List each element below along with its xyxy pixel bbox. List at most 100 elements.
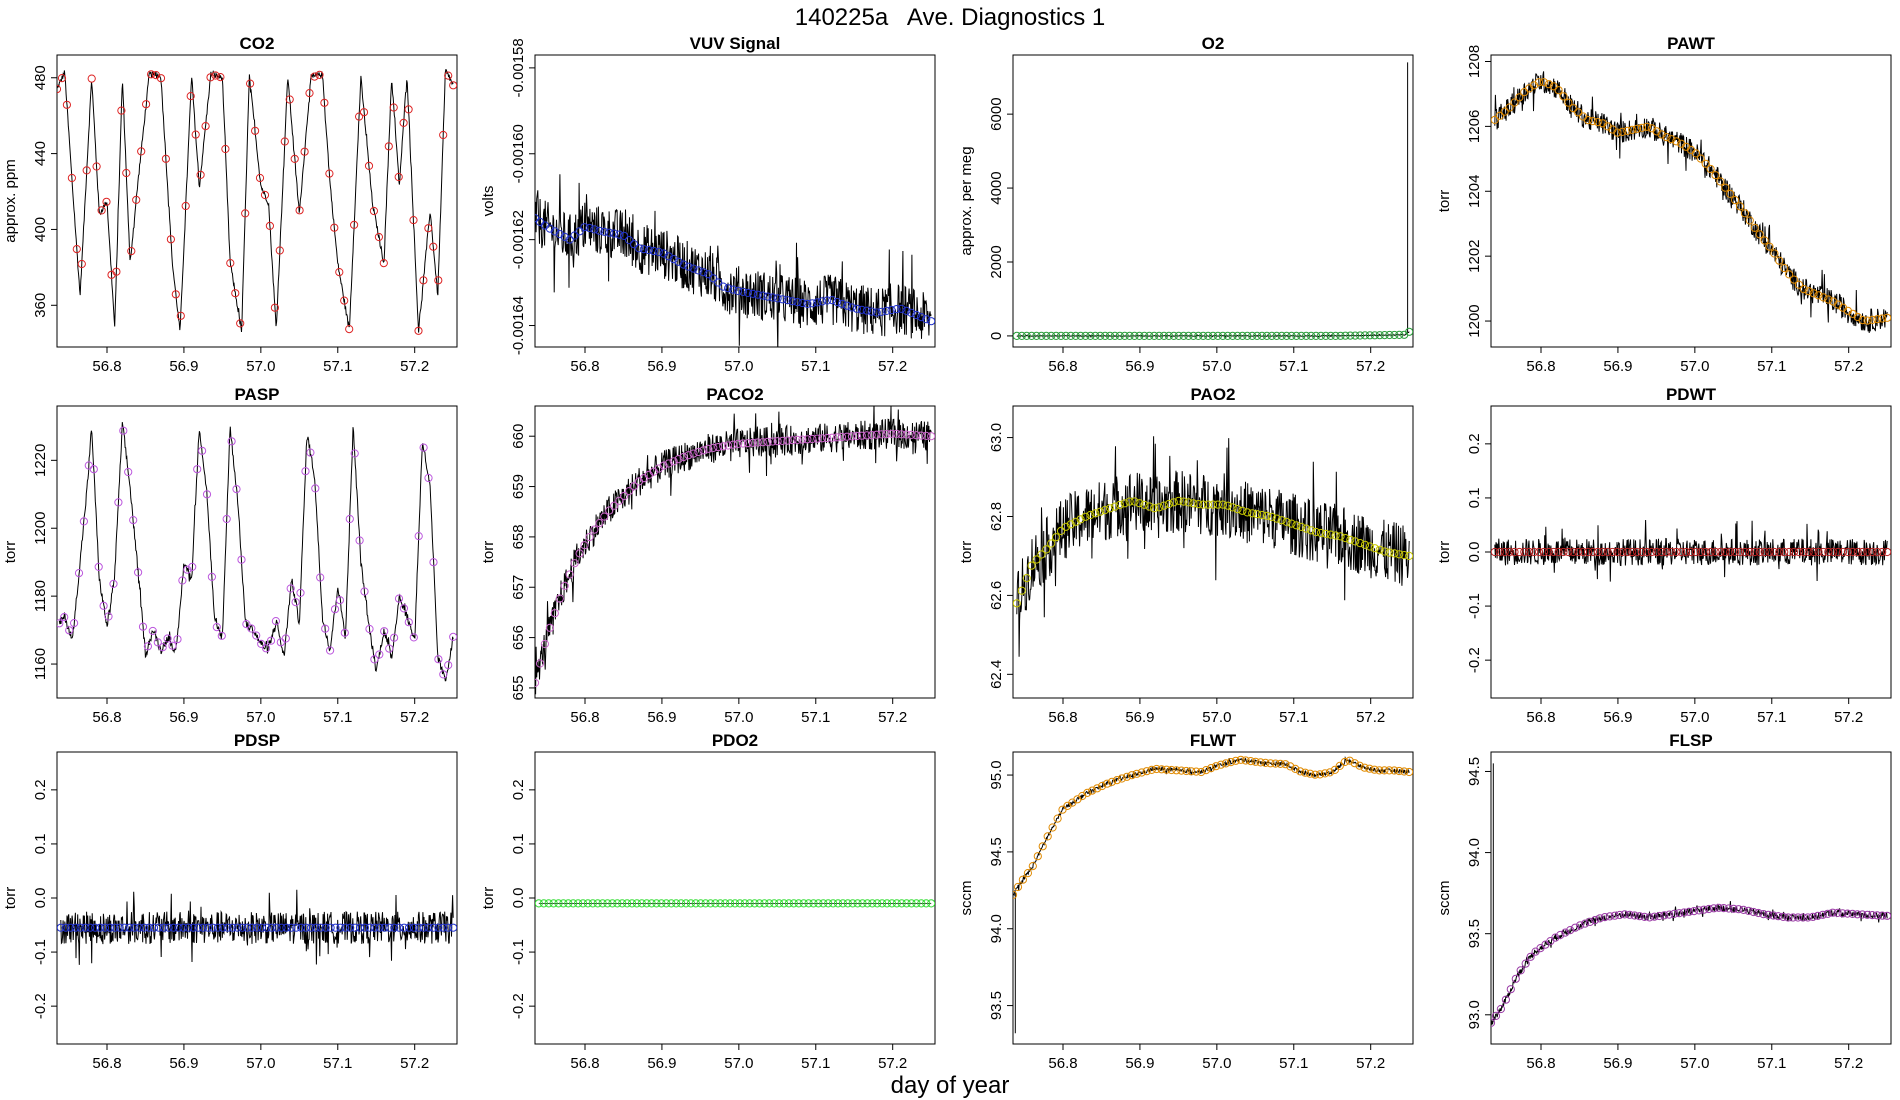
average-point (696, 899, 705, 908)
average-point (1356, 539, 1365, 548)
average-point (1316, 528, 1326, 538)
average-point (758, 438, 767, 447)
average-point (1813, 911, 1822, 921)
average-point (1096, 507, 1105, 516)
average-point (862, 306, 871, 315)
average-point (1140, 331, 1149, 340)
average-point (1083, 788, 1092, 798)
average-point (1266, 759, 1275, 768)
average-point (1197, 767, 1206, 777)
average-point (608, 899, 617, 908)
average-point (813, 434, 822, 443)
average-point (1385, 330, 1394, 340)
average-point (444, 71, 453, 80)
average-point (1650, 912, 1659, 921)
plot-frame (534, 54, 936, 348)
average-point (1576, 921, 1585, 930)
average-point (282, 923, 291, 932)
average-point (1150, 504, 1159, 513)
average-point (1593, 118, 1602, 127)
average-point (549, 899, 558, 908)
x-tick-label: 56.9 (1603, 709, 1632, 726)
average-point (773, 437, 782, 446)
average-point (794, 899, 803, 908)
average-point (311, 923, 320, 932)
average-point (1125, 331, 1134, 340)
average-point (1125, 497, 1134, 506)
average-point (1164, 331, 1174, 340)
average-point (1501, 995, 1511, 1004)
average-point (331, 923, 340, 932)
average-point (1251, 757, 1260, 766)
average-point (1140, 500, 1149, 509)
average-point (1834, 547, 1843, 557)
x-tick-label: 56.8 (92, 1055, 121, 1072)
average-point (1784, 913, 1793, 922)
average-point (1615, 910, 1624, 920)
average-point (1221, 759, 1231, 768)
average-point (1218, 500, 1227, 509)
average-point (1868, 315, 1877, 324)
average-point (1605, 912, 1614, 921)
average-point (1780, 263, 1789, 273)
average-point (1395, 550, 1404, 559)
x-tick-label: 57.2 (1834, 358, 1863, 375)
x-tick-label: 57.1 (1757, 358, 1786, 375)
average-point (1828, 908, 1837, 917)
average-point (1336, 331, 1345, 340)
average-point (1194, 500, 1203, 509)
x-tick-label: 57.2 (400, 358, 429, 375)
average-point (1231, 756, 1240, 765)
average-point (575, 549, 584, 558)
average-point (799, 899, 808, 908)
average-point (1824, 295, 1833, 304)
plot-frame (1490, 751, 1892, 1045)
average-point (1579, 547, 1588, 557)
average-point (897, 304, 906, 313)
average-point (1691, 149, 1701, 158)
panel-title: PDWT (1666, 385, 1717, 404)
average-point (237, 555, 246, 564)
average-point (1150, 331, 1159, 340)
x-tick-label: 57.1 (323, 1055, 352, 1072)
average-point (545, 224, 555, 233)
average-point (1370, 544, 1379, 553)
average-point (138, 622, 148, 631)
average-point (1192, 767, 1201, 776)
average-point (1799, 285, 1808, 294)
x-tick-label: 57.2 (400, 709, 429, 726)
average-point (1390, 330, 1399, 340)
average-point (74, 569, 84, 578)
average-point (315, 70, 324, 80)
average-point (625, 487, 634, 496)
average-point (97, 206, 106, 215)
average-point (1516, 966, 1525, 975)
average-point (285, 95, 294, 104)
average-point (1346, 535, 1355, 544)
average-point (823, 296, 832, 305)
average-point (1744, 906, 1753, 916)
average-point (867, 307, 876, 316)
average-point (1750, 223, 1759, 232)
average-point (290, 154, 299, 163)
average-point (1623, 126, 1632, 135)
average-point (729, 440, 738, 449)
average-point (778, 436, 787, 445)
average-point (748, 289, 758, 298)
average-point (689, 449, 698, 458)
average-point (1204, 331, 1213, 340)
average-point (897, 430, 906, 439)
average-point (560, 232, 569, 241)
average-point (1610, 911, 1619, 920)
average-point (738, 439, 748, 448)
average-point (1248, 509, 1257, 518)
average-point (1873, 911, 1882, 920)
average-point (1662, 133, 1671, 142)
average-point (1670, 909, 1679, 919)
average-point (409, 923, 418, 932)
average-point (775, 899, 784, 908)
average-point (706, 899, 715, 908)
average-point (833, 433, 842, 442)
average-point (1521, 959, 1530, 968)
average-point (1253, 331, 1262, 340)
